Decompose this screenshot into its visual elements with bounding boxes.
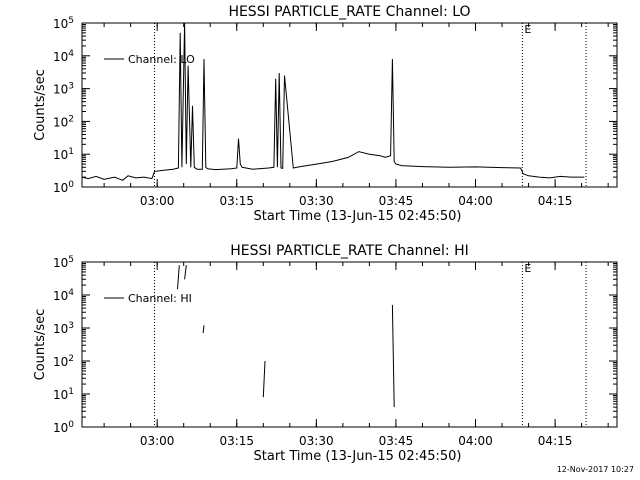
- plot-frame: [81, 22, 618, 188]
- x-tick-label: 03:30: [299, 194, 334, 208]
- y-axis-label: Counts/sec: [33, 69, 48, 141]
- y-axis-label: Counts/sec: [33, 309, 48, 381]
- x-tick-label: 04:00: [458, 194, 493, 208]
- y-tick-label: 103: [53, 321, 74, 336]
- print-timestamp: 12-Nov-2017 10:27: [556, 465, 634, 474]
- x-tick-label: 03:00: [140, 434, 175, 448]
- x-tick-label: 03:00: [140, 194, 175, 208]
- series-segment: [202, 325, 205, 334]
- legend-label: Channel: LO: [128, 53, 195, 66]
- time-marker-label: E: [524, 23, 531, 36]
- time-marker-label: E: [524, 262, 531, 275]
- y-tick-label: 100: [53, 180, 74, 195]
- series-segment: [184, 265, 187, 280]
- x-tick-label: 03:45: [379, 194, 414, 208]
- series-segment: [391, 304, 395, 408]
- x-axis-label: Start Time (13-Jun-15 02:45:50): [254, 209, 462, 224]
- plot-frame: [81, 261, 618, 428]
- y-tick-label: 102: [53, 114, 74, 129]
- y-tick-label: 104: [53, 288, 74, 303]
- y-tick-label: 100: [53, 420, 74, 435]
- series-line: [81, 22, 585, 181]
- y-tick-label: 105: [53, 255, 74, 270]
- legend-label: Channel: HI: [128, 292, 192, 305]
- x-tick-label: 03:30: [299, 434, 334, 448]
- series-segment: [177, 265, 180, 290]
- series-segment: [262, 360, 266, 398]
- x-tick-label: 04:00: [458, 434, 493, 448]
- y-tick-label: 103: [53, 82, 74, 97]
- chart-title: HESSI PARTICLE_RATE Channel: HI: [230, 243, 468, 259]
- x-tick-label: 04:15: [538, 434, 573, 448]
- x-tick-label: 03:45: [379, 434, 414, 448]
- y-tick-label: 104: [53, 49, 74, 64]
- x-axis-label: Start Time (13-Jun-15 02:45:50): [254, 449, 462, 464]
- chart-title: HESSI PARTICLE_RATE Channel: LO: [228, 4, 470, 20]
- y-tick-label: 102: [53, 354, 74, 369]
- y-tick-label: 101: [53, 387, 74, 402]
- x-tick-label: 03:15: [219, 434, 254, 448]
- x-tick-label: 03:15: [219, 194, 254, 208]
- y-tick-label: 101: [53, 147, 74, 162]
- y-tick-label: 105: [53, 16, 74, 31]
- x-tick-label: 04:15: [538, 194, 573, 208]
